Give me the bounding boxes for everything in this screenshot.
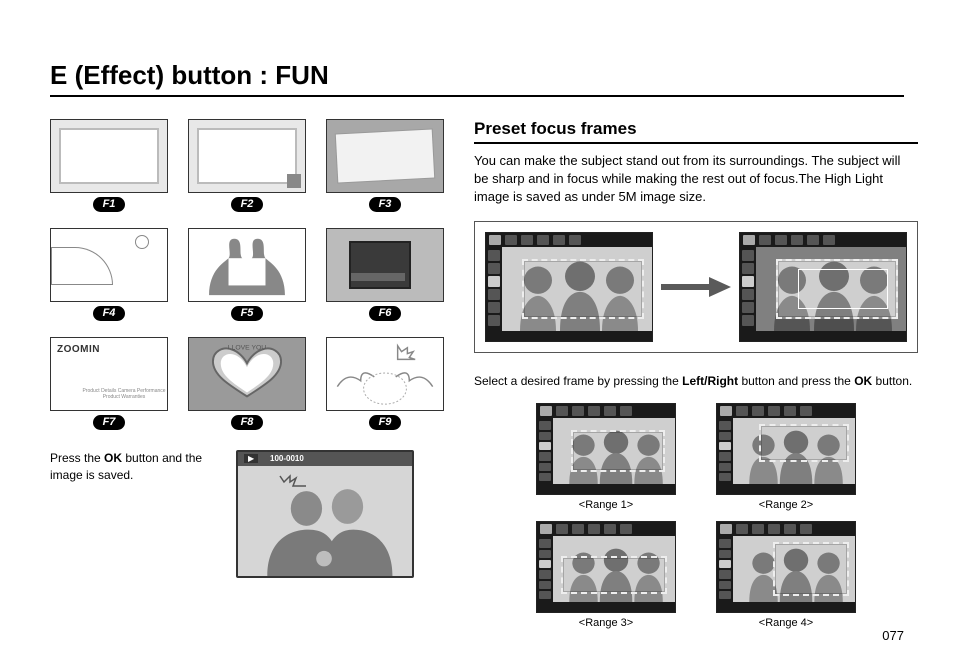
saved-preview: ▶ 100-0010	[236, 450, 414, 578]
section-subhead: Preset focus frames	[474, 119, 918, 144]
focus-dashed-rect	[773, 542, 849, 596]
page-title: E (Effect) button : FUN	[50, 60, 904, 97]
svg-text:I LOVE YOU: I LOVE YOU	[228, 345, 266, 352]
instr-pre: Select a desired frame by pressing the	[474, 374, 682, 388]
camera-ui-before	[485, 232, 653, 342]
section-intro: You can make the subject stand out from …	[474, 152, 918, 207]
highlight-dark-bottom	[756, 319, 906, 331]
instr-post: button.	[872, 374, 912, 388]
frame-f9: F9	[326, 337, 444, 440]
frames-column: F1 F2 F3 F4	[50, 119, 444, 629]
instr-ok: OK	[854, 374, 872, 388]
frame-f4: F4	[50, 228, 168, 331]
note-ok: OK	[104, 451, 122, 465]
range-label: <Range 1>	[579, 499, 633, 511]
frame-label: F8	[231, 415, 264, 430]
camera-ui-range1	[536, 403, 676, 495]
range-label: <Range 4>	[759, 617, 813, 629]
camera-ui-range2	[716, 403, 856, 495]
zoomin-text: ZOOMIN	[57, 344, 100, 355]
frame-label: F5	[231, 306, 264, 321]
note-pre: Press the	[50, 451, 104, 465]
frame-label: F6	[369, 306, 402, 321]
focus-solid-rect	[798, 269, 888, 309]
page-number: 077	[882, 628, 904, 643]
select-instruction: Select a desired frame by pressing the L…	[474, 373, 918, 390]
camera-ui-after	[739, 232, 907, 342]
range-2: <Range 2>	[716, 403, 856, 511]
ui-side-icons	[740, 247, 756, 331]
frame-f7: ZOOMIN Product Details Camera Performanc…	[50, 337, 168, 440]
camera-ui-range4	[716, 521, 856, 613]
ui-top-icons	[740, 233, 906, 247]
ui-side-icons	[486, 247, 502, 331]
zoomin-lines: Product Details Camera Performance Produ…	[81, 388, 167, 400]
frame-label: F7	[93, 415, 126, 430]
highlight-dark-top	[756, 247, 906, 259]
ui-bottom-bar	[486, 331, 652, 341]
preview-filename: 100-0010	[270, 454, 304, 463]
frame-grid: F1 F2 F3 F4	[50, 119, 444, 440]
frame-label: F3	[369, 197, 402, 212]
range-3: <Range 3>	[536, 521, 676, 629]
frame-f2: F2	[188, 119, 306, 222]
range-label: <Range 2>	[759, 499, 813, 511]
highlight-dark-right	[898, 259, 906, 319]
instr-lr: Left/Right	[682, 374, 738, 388]
frame-thumb-f3	[326, 119, 444, 193]
ui-photo	[502, 247, 652, 331]
frame-label: F9	[369, 415, 402, 430]
frame-f5: F5	[188, 228, 306, 331]
focus-dashed-rect	[522, 259, 644, 319]
frame-f6: F6	[326, 228, 444, 331]
save-note: Press the OK button and the image is sav…	[50, 450, 220, 484]
frame-thumb-f5	[188, 228, 306, 302]
range-label: <Range 3>	[579, 617, 633, 629]
preview-photo	[238, 466, 412, 576]
frame-f3: F3	[326, 119, 444, 222]
arrow-right-icon	[661, 277, 731, 297]
frame-thumb-f4	[50, 228, 168, 302]
range-1: <Range 1>	[536, 403, 676, 511]
ui-photo	[756, 247, 906, 331]
frame-label: F1	[93, 197, 126, 212]
highlight-dark-left	[756, 259, 776, 319]
range-4: <Range 4>	[716, 521, 856, 629]
camera-ui-range3	[536, 521, 676, 613]
preview-top-bar	[238, 452, 412, 466]
hero-box	[474, 221, 918, 353]
frame-thumb-f2	[188, 119, 306, 193]
frame-thumb-f9	[326, 337, 444, 411]
ui-bottom-bar	[740, 331, 906, 341]
instr-mid: button and press the	[738, 374, 854, 388]
preset-focus-column: Preset focus frames You can make the sub…	[474, 119, 918, 629]
focus-dashed-rect	[561, 556, 667, 594]
frame-thumb-f6	[326, 228, 444, 302]
frame-label: F2	[231, 197, 264, 212]
ui-top-icons	[486, 233, 652, 247]
play-icon: ▶	[244, 454, 258, 463]
focus-dashed-rect	[571, 430, 665, 472]
frame-f8: I LOVE YOU F8	[188, 337, 306, 440]
range-grid: <Range 1>	[474, 403, 918, 629]
frame-label: F4	[93, 306, 126, 321]
frame-f1: F1	[50, 119, 168, 222]
frame-thumb-f7: ZOOMIN Product Details Camera Performanc…	[50, 337, 168, 411]
focus-dashed-rect	[759, 424, 849, 462]
frame-thumb-f8: I LOVE YOU	[188, 337, 306, 411]
angel-crown-icon	[278, 472, 308, 488]
frame-thumb-f1	[50, 119, 168, 193]
